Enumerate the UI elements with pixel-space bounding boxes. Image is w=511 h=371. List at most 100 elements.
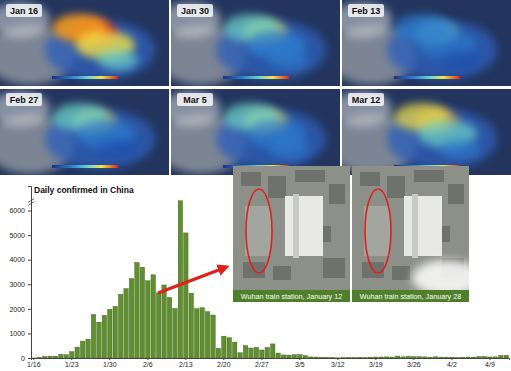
bar xyxy=(140,267,144,358)
bar xyxy=(433,357,437,358)
bar xyxy=(97,322,101,358)
bar xyxy=(265,348,269,358)
x-tick-mark xyxy=(185,358,186,360)
y-tick-mark xyxy=(28,333,31,334)
x-tick-mark xyxy=(261,358,262,360)
map-terrain xyxy=(171,91,221,127)
image-building xyxy=(268,176,286,198)
station-roof xyxy=(404,196,442,256)
bar xyxy=(330,357,334,358)
bar xyxy=(254,347,258,358)
bar xyxy=(216,348,220,358)
y-tick: 4000 xyxy=(9,256,31,263)
caption-band xyxy=(233,290,350,302)
x-axis: 1/161/231/302/62/132/202/273/53/123/193/… xyxy=(27,358,510,368)
bar xyxy=(32,357,36,358)
x-tick: 2/20 xyxy=(217,358,231,368)
bar xyxy=(412,357,416,358)
bar xyxy=(118,294,122,358)
x-tick: 1/16 xyxy=(27,358,41,368)
x-tick: 1/30 xyxy=(103,358,117,368)
bar xyxy=(232,342,236,358)
x-tick-label: 1/16 xyxy=(27,361,41,368)
bar xyxy=(108,309,112,358)
bar xyxy=(222,336,226,358)
bar xyxy=(80,341,84,358)
x-tick-mark xyxy=(71,358,72,360)
x-tick: 4/9 xyxy=(485,358,495,368)
map-hotspot xyxy=(440,50,480,70)
bar xyxy=(379,357,383,358)
y-tick: 1000 xyxy=(9,330,31,337)
x-tick-mark xyxy=(299,358,300,360)
y-tick-mark xyxy=(28,260,31,261)
y-tick: 5000 xyxy=(9,232,31,239)
bar xyxy=(477,356,481,358)
y-axis: 0100020003000400050006000 xyxy=(9,187,31,362)
bar xyxy=(162,285,166,358)
y-tick-label: 4000 xyxy=(9,256,25,263)
bar xyxy=(102,315,106,358)
bar xyxy=(75,347,79,358)
bar xyxy=(194,309,198,358)
station-square xyxy=(245,206,271,256)
bar xyxy=(325,357,329,358)
bar xyxy=(276,353,280,358)
bar xyxy=(444,357,448,358)
x-tick: 3/12 xyxy=(331,358,345,368)
bar xyxy=(357,357,361,358)
bar xyxy=(64,355,68,358)
image-building xyxy=(392,266,410,280)
bar xyxy=(227,338,231,358)
image-building xyxy=(273,266,291,280)
bar xyxy=(471,357,475,358)
y-tick-label: 6000 xyxy=(9,207,25,214)
image-building xyxy=(329,184,345,204)
bar xyxy=(135,263,139,358)
map-hotspot xyxy=(98,139,138,159)
bar xyxy=(70,352,74,358)
map-hotspot xyxy=(269,139,309,159)
x-tick-label: 3/19 xyxy=(369,361,383,368)
map-label: Mar 5 xyxy=(183,95,207,105)
bar xyxy=(200,308,204,358)
bar xyxy=(249,348,253,358)
x-tick: 1/23 xyxy=(65,358,79,368)
station-roof xyxy=(293,194,299,258)
cloud xyxy=(412,260,469,290)
bar xyxy=(341,357,345,358)
bar xyxy=(504,355,508,358)
bar xyxy=(91,314,95,358)
highlight-ellipse xyxy=(246,189,272,273)
x-tick: 3/26 xyxy=(407,358,421,368)
image-background xyxy=(233,166,350,290)
satellite-image xyxy=(233,166,350,290)
map-label-group: Mar 5 xyxy=(177,93,213,106)
bar xyxy=(309,357,313,358)
y-tick-mark xyxy=(28,211,31,212)
map-label-group: Feb 13 xyxy=(348,4,384,17)
bar xyxy=(281,355,285,358)
map-label-group: Jan 16 xyxy=(6,4,42,17)
image-building xyxy=(387,176,405,198)
bar xyxy=(189,293,193,358)
bar xyxy=(173,308,177,358)
map-hotspot xyxy=(440,139,480,159)
x-tick-mark xyxy=(375,358,376,360)
bar xyxy=(352,357,356,358)
bar xyxy=(423,357,427,358)
bar xyxy=(151,275,155,358)
map-panel xyxy=(0,0,169,86)
bar xyxy=(129,279,133,358)
x-tick-mark xyxy=(489,358,490,360)
y-tick: 6000 xyxy=(9,207,31,214)
bar xyxy=(113,306,117,358)
bar xyxy=(243,346,247,358)
x-tick-mark xyxy=(451,358,452,360)
map-label: Feb 13 xyxy=(352,6,381,16)
x-tick-label: 1/30 xyxy=(103,361,117,368)
map-label-bg xyxy=(348,4,384,17)
bar xyxy=(368,357,372,358)
x-tick: 2/27 xyxy=(255,358,269,368)
bar xyxy=(395,356,399,358)
